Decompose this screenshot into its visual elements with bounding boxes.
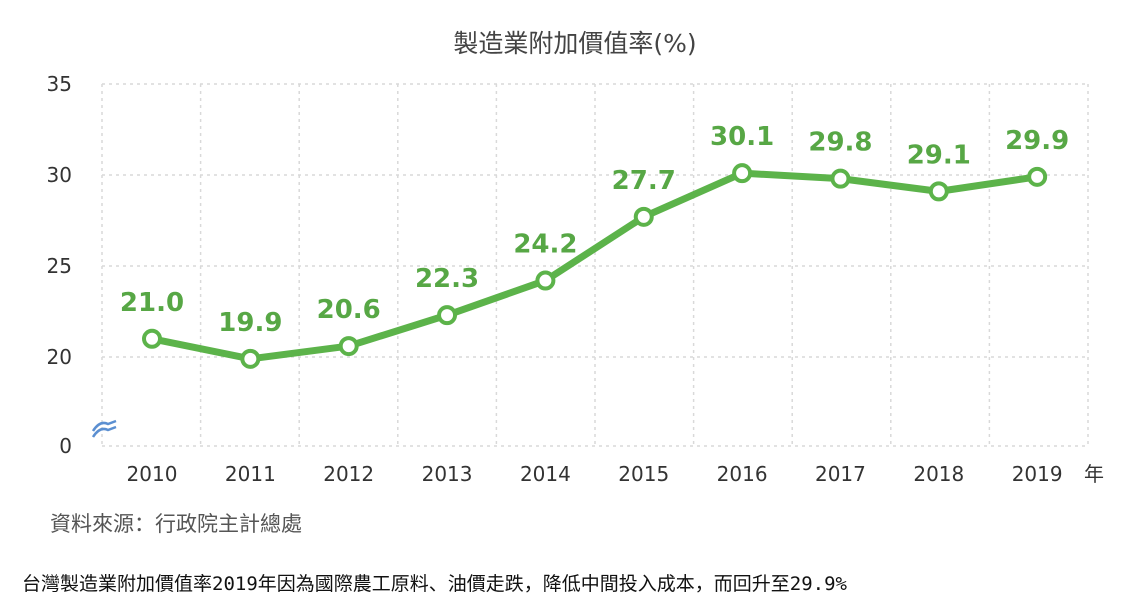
data-label: 29.9 bbox=[1005, 126, 1069, 156]
data-label: 27.7 bbox=[612, 166, 676, 196]
chart-title: 製造業附加價值率(%) bbox=[453, 29, 696, 58]
data-labels: 21.0 19.9 20.6 22.3 24.2 27.7 30.1 29.8 29.1 29.9 bbox=[120, 122, 1069, 338]
data-point bbox=[142, 328, 162, 349]
data-point bbox=[633, 206, 654, 227]
data-point bbox=[1027, 166, 1048, 187]
y-tick-label: 0 bbox=[59, 434, 72, 458]
x-axis: 2010 2011 2012 2013 2014 2015 2016 2017 2018 2019 bbox=[127, 462, 1063, 486]
y-tick-label: 35 bbox=[47, 72, 72, 96]
x-tick-label: 2018 bbox=[913, 462, 964, 486]
y-tick-label: 20 bbox=[47, 345, 72, 369]
data-label: 29.8 bbox=[808, 128, 872, 158]
data-label: 19.9 bbox=[218, 308, 282, 338]
x-tick-label: 2012 bbox=[323, 462, 374, 486]
x-tick-label: 2016 bbox=[717, 462, 768, 486]
data-point bbox=[928, 181, 949, 202]
source-note: 資料來源：行政院主計總處 bbox=[50, 512, 302, 536]
x-tick-label: 2011 bbox=[225, 462, 276, 486]
data-label: 20.6 bbox=[317, 295, 381, 325]
data-point bbox=[437, 305, 458, 326]
series bbox=[142, 163, 1048, 369]
x-tick-label: 2010 bbox=[127, 462, 178, 486]
y-tick-label: 25 bbox=[47, 254, 72, 278]
x-tick-label: 2019 bbox=[1012, 462, 1063, 486]
x-tick-label: 2017 bbox=[815, 462, 866, 486]
data-point bbox=[535, 270, 556, 291]
data-label: 24.2 bbox=[513, 230, 577, 260]
y-axis: 0 20 25 30 35 bbox=[47, 72, 72, 458]
data-label: 21.0 bbox=[120, 288, 184, 318]
data-point bbox=[338, 336, 359, 357]
x-tick-label: 2014 bbox=[520, 462, 571, 486]
data-point bbox=[830, 168, 851, 189]
x-axis-unit: 年 bbox=[1084, 462, 1104, 486]
x-tick-label: 2013 bbox=[422, 462, 473, 486]
y-tick-label: 30 bbox=[47, 163, 72, 187]
data-label: 30.1 bbox=[710, 122, 774, 152]
axis-break-icon bbox=[91, 419, 117, 438]
data-point bbox=[732, 163, 753, 184]
grid bbox=[101, 83, 1089, 447]
caption: 台灣製造業附加價值率2019年因為國際農工原料、油價走跌，降低中間投入成本，而回… bbox=[22, 573, 847, 595]
data-label: 22.3 bbox=[415, 264, 479, 294]
data-label: 29.1 bbox=[907, 140, 971, 170]
x-tick-label: 2015 bbox=[618, 462, 669, 486]
series-line bbox=[148, 169, 1041, 363]
data-point bbox=[240, 348, 261, 369]
